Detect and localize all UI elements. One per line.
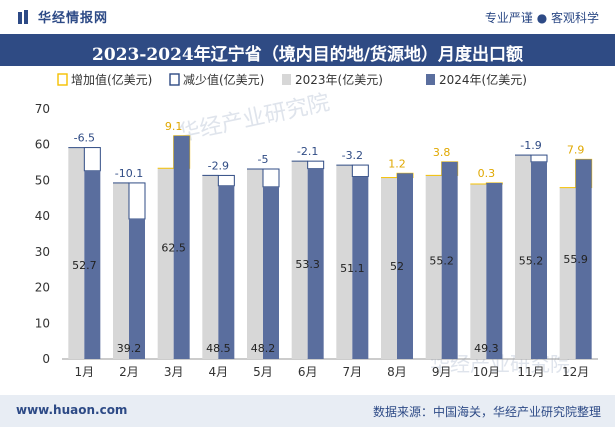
x-tick-label: 2月 — [119, 365, 139, 379]
brand-name: 华经情报网 — [38, 11, 109, 26]
data-label-2024: 55.2 — [519, 254, 544, 267]
y-tick-label: 60 — [35, 138, 50, 152]
data-label-2024: 55.2 — [429, 254, 454, 267]
data-label-2024: 62.5 — [161, 241, 186, 254]
bar-2023 — [202, 175, 219, 359]
bar-2023 — [381, 177, 397, 359]
footer: www.huaon.com 数据来源：中国海关，华经产业研究院整理 — [0, 395, 615, 427]
x-tick-label: 5月 — [253, 365, 273, 379]
legend-label: 2023年(亿美元) — [295, 72, 383, 87]
x-tick-label: 9月 — [432, 365, 452, 379]
decrease-box — [530, 154, 548, 163]
bar-2023 — [291, 161, 308, 359]
legend-swatch-increase — [57, 73, 68, 86]
change-label: -3.2 — [342, 149, 363, 162]
title-bar: 2023-2024年辽宁省（境内目的地/货源地）月度出口额 — [0, 34, 615, 66]
bar-2024 — [441, 161, 458, 359]
change-label: 3.8 — [433, 146, 451, 159]
data-label-2024: 52.7 — [72, 259, 97, 272]
y-tick-label: 30 — [35, 245, 50, 259]
bar-2024 — [531, 161, 547, 359]
data-label-2024: 55.9 — [563, 253, 588, 266]
data-label-2024: 39.2 — [117, 342, 142, 355]
x-tick-label: 10月 — [473, 365, 500, 379]
data-label-2024: 49.3 — [474, 342, 499, 355]
bar-2024 — [575, 159, 592, 359]
change-label: 0.3 — [478, 167, 496, 180]
data-label-2024: 51.1 — [340, 262, 365, 275]
tagline: 专业严谨 ● 客观科学 — [484, 11, 599, 25]
bar-2023 — [68, 147, 85, 359]
data-label-2024: 48.2 — [251, 342, 276, 355]
bar-2024 — [352, 176, 369, 359]
brand: 华经情报网 — [18, 7, 108, 26]
legend-label: 减少值(亿美元) — [183, 72, 264, 87]
x-tick-label: 3月 — [164, 365, 184, 379]
data-label-2024: 53.3 — [295, 258, 320, 271]
bar-2023 — [470, 184, 487, 359]
data-label-2024: 48.5 — [206, 342, 231, 355]
top-bar: 华经情报网 专业严谨 ● 客观科学 — [0, 0, 615, 34]
legend-swatch-2023 — [282, 74, 291, 85]
change-label: -2.1 — [297, 145, 318, 158]
bar-2023 — [113, 182, 129, 359]
bar-2024 — [218, 185, 235, 359]
change-label: -1.9 — [520, 139, 541, 152]
change-label: -5 — [258, 153, 269, 166]
x-tick-label: 1月 — [75, 365, 95, 379]
legend-label: 2024年(亿美元) — [439, 72, 527, 87]
x-tick-label: 6月 — [298, 365, 318, 379]
x-tick-label: 8月 — [387, 365, 407, 379]
y-tick-label: 40 — [35, 209, 50, 223]
decrease-box — [217, 174, 235, 187]
y-tick-label: 20 — [35, 281, 50, 295]
data-label-2024: 52 — [390, 260, 404, 273]
y-tick-label: 50 — [35, 173, 50, 187]
change-label: -6.5 — [74, 132, 95, 145]
decrease-box — [262, 168, 280, 188]
y-tick-label: 10 — [35, 316, 50, 330]
chart-title: 2023-2024年辽宁省（境内目的地/货源地）月度出口额 — [92, 45, 523, 65]
watermark-text: 华经产业研究院 — [176, 90, 332, 146]
logo-icon — [18, 9, 32, 24]
change-label: -10.1 — [115, 167, 143, 180]
change-label: 7.9 — [567, 143, 585, 156]
decrease-box — [83, 147, 101, 172]
y-tick-label: 70 — [35, 102, 50, 116]
x-tick-label: 7月 — [343, 365, 363, 379]
website-link[interactable]: www.huaon.com — [16, 403, 128, 417]
y-tick-label: 0 — [42, 352, 50, 366]
bar-2023 — [336, 165, 353, 359]
bar-2024 — [307, 168, 324, 359]
decrease-box — [351, 164, 369, 177]
decrease-box — [307, 160, 325, 170]
bar-2023 — [425, 175, 442, 359]
bar-2023 — [157, 168, 174, 359]
bar-2023 — [515, 155, 531, 359]
bar-2023 — [559, 187, 576, 359]
change-label: 9.1 — [165, 120, 183, 133]
bar-2024 — [84, 170, 101, 359]
x-tick-label: 4月 — [209, 365, 229, 379]
legend-label: 增加值(亿美元) — [71, 72, 152, 87]
change-label: 1.2 — [388, 157, 406, 170]
bar-2024 — [263, 186, 279, 359]
decrease-box — [128, 182, 146, 220]
change-label: -2.9 — [208, 159, 229, 172]
bar-2023 — [247, 169, 263, 359]
bar-2024 — [486, 182, 503, 359]
legend-swatch-decrease — [169, 73, 180, 86]
legend-swatch-2024 — [426, 74, 435, 85]
bar-2024 — [397, 173, 413, 359]
data-source: 数据来源：中国海关，华经产业研究院整理 — [372, 405, 601, 419]
x-tick-label: 11月 — [517, 365, 544, 379]
x-tick-label: 12月 — [562, 365, 589, 379]
bar-2024 — [129, 219, 145, 359]
bar-2024 — [173, 135, 190, 359]
